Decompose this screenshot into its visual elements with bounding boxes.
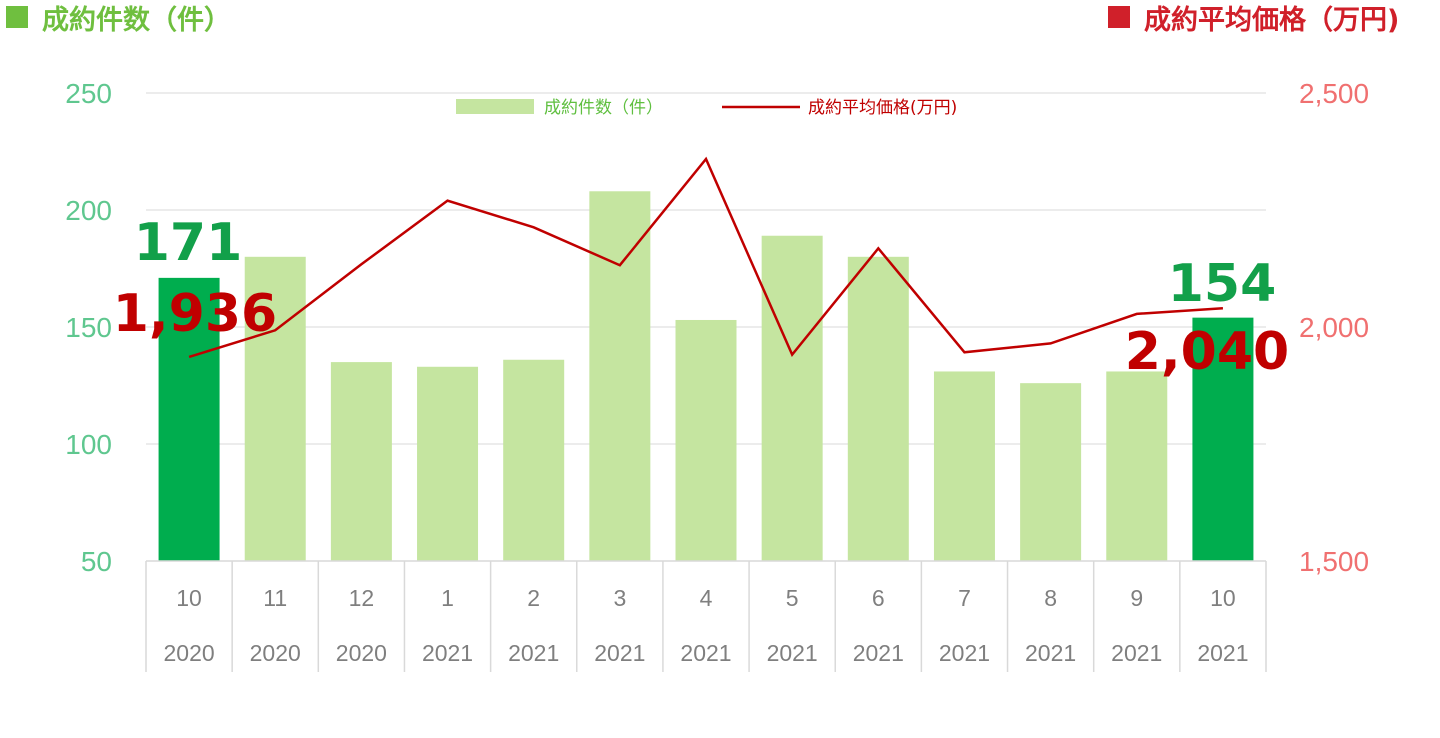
x-tick-year: 2021 — [939, 640, 990, 666]
left-axis-tick: 100 — [65, 429, 112, 460]
x-tick-month: 3 — [613, 585, 626, 611]
x-tick-month: 5 — [786, 585, 799, 611]
legend-line-label: 成約平均価格(万円) — [808, 98, 957, 118]
price-line-series — [188, 156, 1224, 359]
bar-2020-10 — [158, 277, 220, 561]
x-axis: 10 2020 11 2020 12 2020 1 2021 2 2021 3 2021 4 2021 5 2… — [145, 560, 1267, 672]
callout-start-count: 171 — [134, 213, 243, 273]
right-axis-tick: 2,000 — [1299, 312, 1369, 343]
right-axis-title: 成約平均価格（万円) — [1144, 4, 1399, 36]
bar-2021-10 — [1192, 317, 1254, 561]
bar-2021-5 — [761, 235, 823, 562]
bar-2020-12 — [330, 362, 392, 561]
x-tick-year: 2021 — [680, 640, 731, 666]
left-axis-tick: 200 — [65, 195, 112, 226]
bar-2021-9 — [1106, 371, 1168, 561]
x-tick-month: 4 — [700, 585, 713, 611]
x-tick-year: 2021 — [767, 640, 818, 666]
x-tick-month: 6 — [872, 585, 885, 611]
legend: 成約件数（件） 成約平均価格(万円) — [456, 98, 957, 118]
x-tick-month: 10 — [1210, 585, 1236, 611]
x-tick-year: 2020 — [250, 640, 301, 666]
x-tick-month: 9 — [1130, 585, 1143, 611]
left-axis-title: 成約件数（件） — [42, 4, 231, 36]
x-tick-month: 11 — [263, 585, 287, 611]
x-tick-year: 2021 — [508, 640, 559, 666]
callout-end-count: 154 — [1168, 254, 1277, 314]
x-tick-month: 7 — [958, 585, 971, 611]
bar-2020-11 — [244, 256, 306, 561]
x-tick-year: 2021 — [422, 640, 473, 666]
x-tick-month: 2 — [527, 585, 540, 611]
left-axis: 50 100 150 200 250 — [65, 78, 112, 577]
bar-series — [158, 191, 1254, 562]
bar-2021-4 — [675, 319, 737, 561]
x-tick-year: 2021 — [1025, 640, 1076, 666]
right-axis-tick: 1,500 — [1299, 546, 1369, 577]
bar-2021-2 — [503, 359, 565, 561]
bar-2021-8 — [1020, 383, 1082, 561]
legend-bar-swatch — [456, 99, 534, 114]
right-axis: 1,500 2,000 2,500 — [1299, 78, 1369, 577]
left-axis-tick: 150 — [65, 312, 112, 343]
bar-2021-1 — [417, 366, 479, 561]
left-axis-tick: 50 — [81, 546, 112, 577]
right-axis-tick: 2,500 — [1299, 78, 1369, 109]
legend-bar-label: 成約件数（件） — [544, 98, 663, 118]
left-title-marker — [6, 6, 28, 28]
bar-2021-7 — [933, 371, 995, 561]
x-tick-year: 2021 — [1197, 640, 1248, 666]
x-tick-month: 1 — [441, 585, 454, 611]
x-tick-year: 2021 — [1111, 640, 1162, 666]
x-tick-year: 2021 — [594, 640, 645, 666]
x-tick-year: 2020 — [163, 640, 214, 666]
x-tick-month: 10 — [176, 585, 202, 611]
bar-2021-3 — [589, 191, 651, 561]
x-tick-year: 2021 — [853, 640, 904, 666]
x-tick-month: 8 — [1044, 585, 1057, 611]
x-tick-month: 12 — [349, 585, 375, 611]
left-axis-tick: 250 — [65, 78, 112, 109]
x-tick-year: 2020 — [336, 640, 387, 666]
bar-2021-6 — [847, 256, 909, 561]
callout-start-price: 1,936 — [113, 284, 277, 344]
callout-end-price: 2,040 — [1125, 322, 1289, 382]
right-title-marker — [1108, 6, 1130, 28]
